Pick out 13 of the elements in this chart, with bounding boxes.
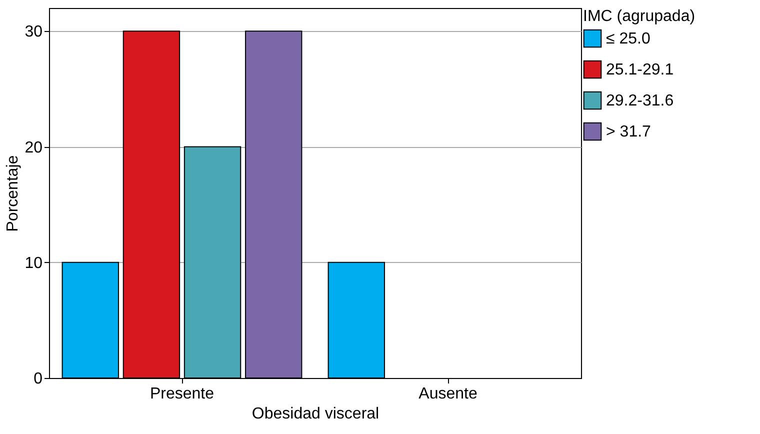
y-tick-label: 20 (24, 139, 43, 156)
legend-label: ≤ 25.0 (606, 30, 650, 48)
y-tick-label: 0 (34, 370, 43, 388)
x-axis-title: Obesidad visceral (252, 406, 380, 422)
y-tick-label: 30 (24, 24, 43, 41)
y-axis-title: Porcentaje (4, 155, 22, 232)
y-tick-label: 10 (24, 254, 43, 272)
x-tick-label: Presente (150, 386, 214, 402)
legend-label: 25.1-29.1 (606, 62, 674, 78)
x-tick-label: Ausente (418, 386, 478, 402)
legend-title: IMC (agrupada) (583, 8, 696, 25)
legend-label: 29.2-31.6 (606, 92, 674, 110)
legend-label: > 31.7 (606, 124, 652, 140)
